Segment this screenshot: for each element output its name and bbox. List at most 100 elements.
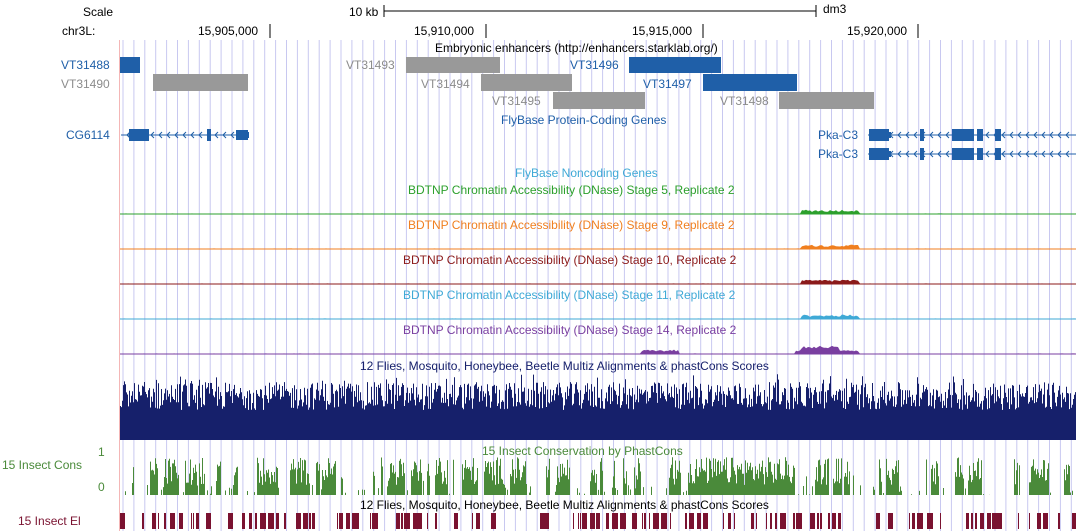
multiz-track-title: 12 Flies, Mosquito, Honeybee, Beetle Mul… xyxy=(360,359,769,373)
conserved-element xyxy=(606,513,609,529)
conserved-element xyxy=(191,513,192,529)
conserved-element xyxy=(544,513,549,529)
conserved-element xyxy=(766,513,767,529)
gene-exon xyxy=(995,129,1001,141)
strand-arrow xyxy=(1065,131,1070,139)
strand-arrow xyxy=(1017,150,1022,158)
gene-label[interactable]: Pka-C3 xyxy=(818,147,859,161)
conserved-element xyxy=(770,513,772,529)
strand-arrow xyxy=(929,131,934,139)
conserved-element xyxy=(756,513,757,529)
gene-exon xyxy=(245,132,249,138)
strand-arrow xyxy=(913,131,918,139)
conserved-element xyxy=(372,513,378,529)
enhancer-label[interactable]: VT31497 xyxy=(643,77,692,91)
gene-exon xyxy=(952,148,974,160)
conserved-element xyxy=(356,513,359,529)
conserved-element xyxy=(268,513,274,529)
enhancer-label[interactable]: VT31494 xyxy=(421,77,470,91)
strand-arrow xyxy=(937,150,942,158)
gene-exon xyxy=(869,129,889,141)
strand-arrow xyxy=(905,131,910,139)
strand-arrow xyxy=(230,131,235,139)
elements-side-label[interactable]: 15 Insect El xyxy=(18,514,81,528)
conserved-element xyxy=(260,513,263,529)
enhancer-label[interactable]: VT31488 xyxy=(61,58,110,72)
conserved-element xyxy=(352,513,354,529)
conserved-element xyxy=(751,513,753,529)
gene-exon xyxy=(869,148,889,160)
conserved-element xyxy=(971,513,973,529)
conserved-element xyxy=(753,513,754,529)
scale-label: Scale xyxy=(83,5,114,19)
gene-exon xyxy=(236,130,248,140)
strand-arrow xyxy=(897,131,902,139)
conserved-element xyxy=(653,513,656,529)
strand-arrow xyxy=(945,150,950,158)
enhancer-label[interactable]: VT31493 xyxy=(346,58,395,72)
strand-arrow xyxy=(182,131,187,139)
strand-arrow xyxy=(1065,150,1070,158)
conserved-element xyxy=(255,513,256,529)
conserved-element xyxy=(158,513,159,529)
conserved-element xyxy=(427,513,428,529)
conserved-element xyxy=(206,513,211,529)
phastcons-side-label[interactable]: 15 Insect Cons xyxy=(2,458,83,472)
phastcons-min-label: 0 xyxy=(98,480,105,494)
conserved-element xyxy=(491,513,496,529)
enhancer-label[interactable]: VT31490 xyxy=(61,77,110,91)
enhancer-label[interactable]: VT31495 xyxy=(492,94,541,108)
conserved-element xyxy=(337,513,338,529)
chrom-label: chr3L: xyxy=(62,24,96,38)
conserved-element xyxy=(435,513,437,529)
conserved-element xyxy=(578,513,579,529)
strand-arrow xyxy=(214,131,219,139)
conserved-element xyxy=(231,513,233,529)
strand-arrow xyxy=(1025,131,1030,139)
conserved-element xyxy=(346,513,350,529)
conserved-element xyxy=(339,513,343,529)
conserved-element xyxy=(612,513,618,529)
conserved-element xyxy=(193,513,194,529)
conserved-element xyxy=(370,513,371,529)
strand-arrow xyxy=(1049,131,1054,139)
conserved-element xyxy=(413,513,418,529)
strand-arrow xyxy=(1025,150,1030,158)
strand-arrow xyxy=(985,131,990,139)
conserved-element xyxy=(685,513,687,529)
conserved-element xyxy=(265,513,266,529)
conserved-element xyxy=(1029,513,1030,529)
conserved-element xyxy=(401,513,403,529)
strand-arrow xyxy=(198,131,203,139)
conserved-element xyxy=(404,513,410,529)
conserved-element xyxy=(820,513,822,529)
conserved-element xyxy=(703,513,708,529)
strand-arrow xyxy=(913,150,918,158)
conserved-element xyxy=(997,513,1002,529)
phastcons-track-title: 15 Insect Conservation by PhastCons xyxy=(482,444,683,458)
phastcons-max-label: 1 xyxy=(98,445,105,459)
conserved-element xyxy=(590,513,595,529)
strand-arrow xyxy=(222,131,227,139)
strand-arrow xyxy=(1057,131,1062,139)
conserved-element xyxy=(817,513,819,529)
conserved-element xyxy=(927,513,933,529)
strand-arrow xyxy=(937,131,942,139)
conserved-element xyxy=(775,513,777,529)
gene-label[interactable]: Pka-C3 xyxy=(818,128,859,142)
strand-arrow xyxy=(190,131,195,139)
gene-label[interactable]: CG6114 xyxy=(66,128,110,142)
conserved-element xyxy=(940,513,941,529)
enhancers-track-title: Embryonic enhancers (http://enhancers.st… xyxy=(435,41,718,55)
dnase-track-title: BDTNP Chromatin Accessibility (DNase) St… xyxy=(403,288,736,302)
conserved-element xyxy=(580,513,581,529)
genes-track-title: FlyBase Protein-Coding Genes xyxy=(501,113,667,127)
enhancer-feature xyxy=(153,74,248,91)
conserved-element xyxy=(992,513,997,529)
conserved-element xyxy=(793,513,795,529)
dnase-signal xyxy=(120,345,1076,354)
enhancer-label[interactable]: VT31498 xyxy=(720,94,769,108)
enhancer-label[interactable]: VT31496 xyxy=(570,58,619,72)
strand-arrow xyxy=(1057,150,1062,158)
